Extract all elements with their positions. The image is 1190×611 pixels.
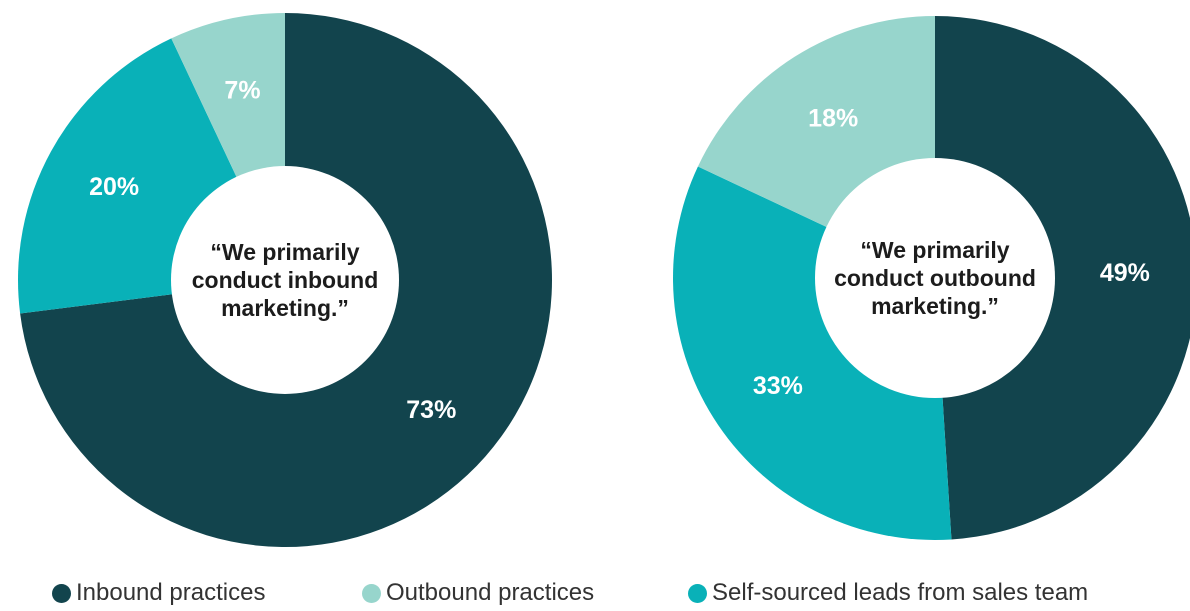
legend-item-outbound: Outbound practices xyxy=(362,578,594,608)
slice-label-inbound-practices-chart-2: 49% xyxy=(1100,259,1150,287)
legend-label-outbound: Outbound practices xyxy=(386,579,595,606)
center-text-line-1-chart-1: “We primarily xyxy=(210,239,359,265)
center-text-line-3-chart-2: marketing.” xyxy=(871,293,999,319)
slice-label-outbound-practices-chart-2: 18% xyxy=(808,105,858,133)
center-text-line-2-chart-1: conduct inbound xyxy=(192,267,379,293)
slice-label-self-sourced-leads-from-sales-team-chart-1: 20% xyxy=(89,173,139,201)
legend-swatch-self-sourced xyxy=(688,583,707,603)
slice-label-inbound-practices-chart-1: 73% xyxy=(406,396,456,424)
legend-swatch-inbound xyxy=(52,583,71,603)
center-text-line-2-chart-2: conduct outbound xyxy=(834,265,1036,291)
donut-hole-chart-2 xyxy=(815,158,1055,398)
center-text-line-1-chart-2: “We primarily xyxy=(860,237,1009,263)
slice-label-outbound-practices-chart-1: 7% xyxy=(224,77,260,105)
slice-inbound-practices-chart-2 xyxy=(935,16,1190,540)
donut-hole-chart-1 xyxy=(171,166,399,394)
slice-label-self-sourced-leads-from-sales-team-chart-2: 33% xyxy=(753,372,803,400)
legend-item-self-sourced: Self-sourced leads from sales team xyxy=(688,578,1088,608)
chart-legend: Inbound practices Outbound practices Sel… xyxy=(0,578,1190,611)
legend-swatch-outbound xyxy=(362,583,381,603)
center-text-line-3-chart-1: marketing.” xyxy=(221,295,349,321)
legend-label-inbound: Inbound practices xyxy=(76,579,266,606)
legend-item-inbound: Inbound practices xyxy=(52,578,265,608)
legend-label-self-sourced: Self-sourced leads from sales team xyxy=(712,579,1089,606)
